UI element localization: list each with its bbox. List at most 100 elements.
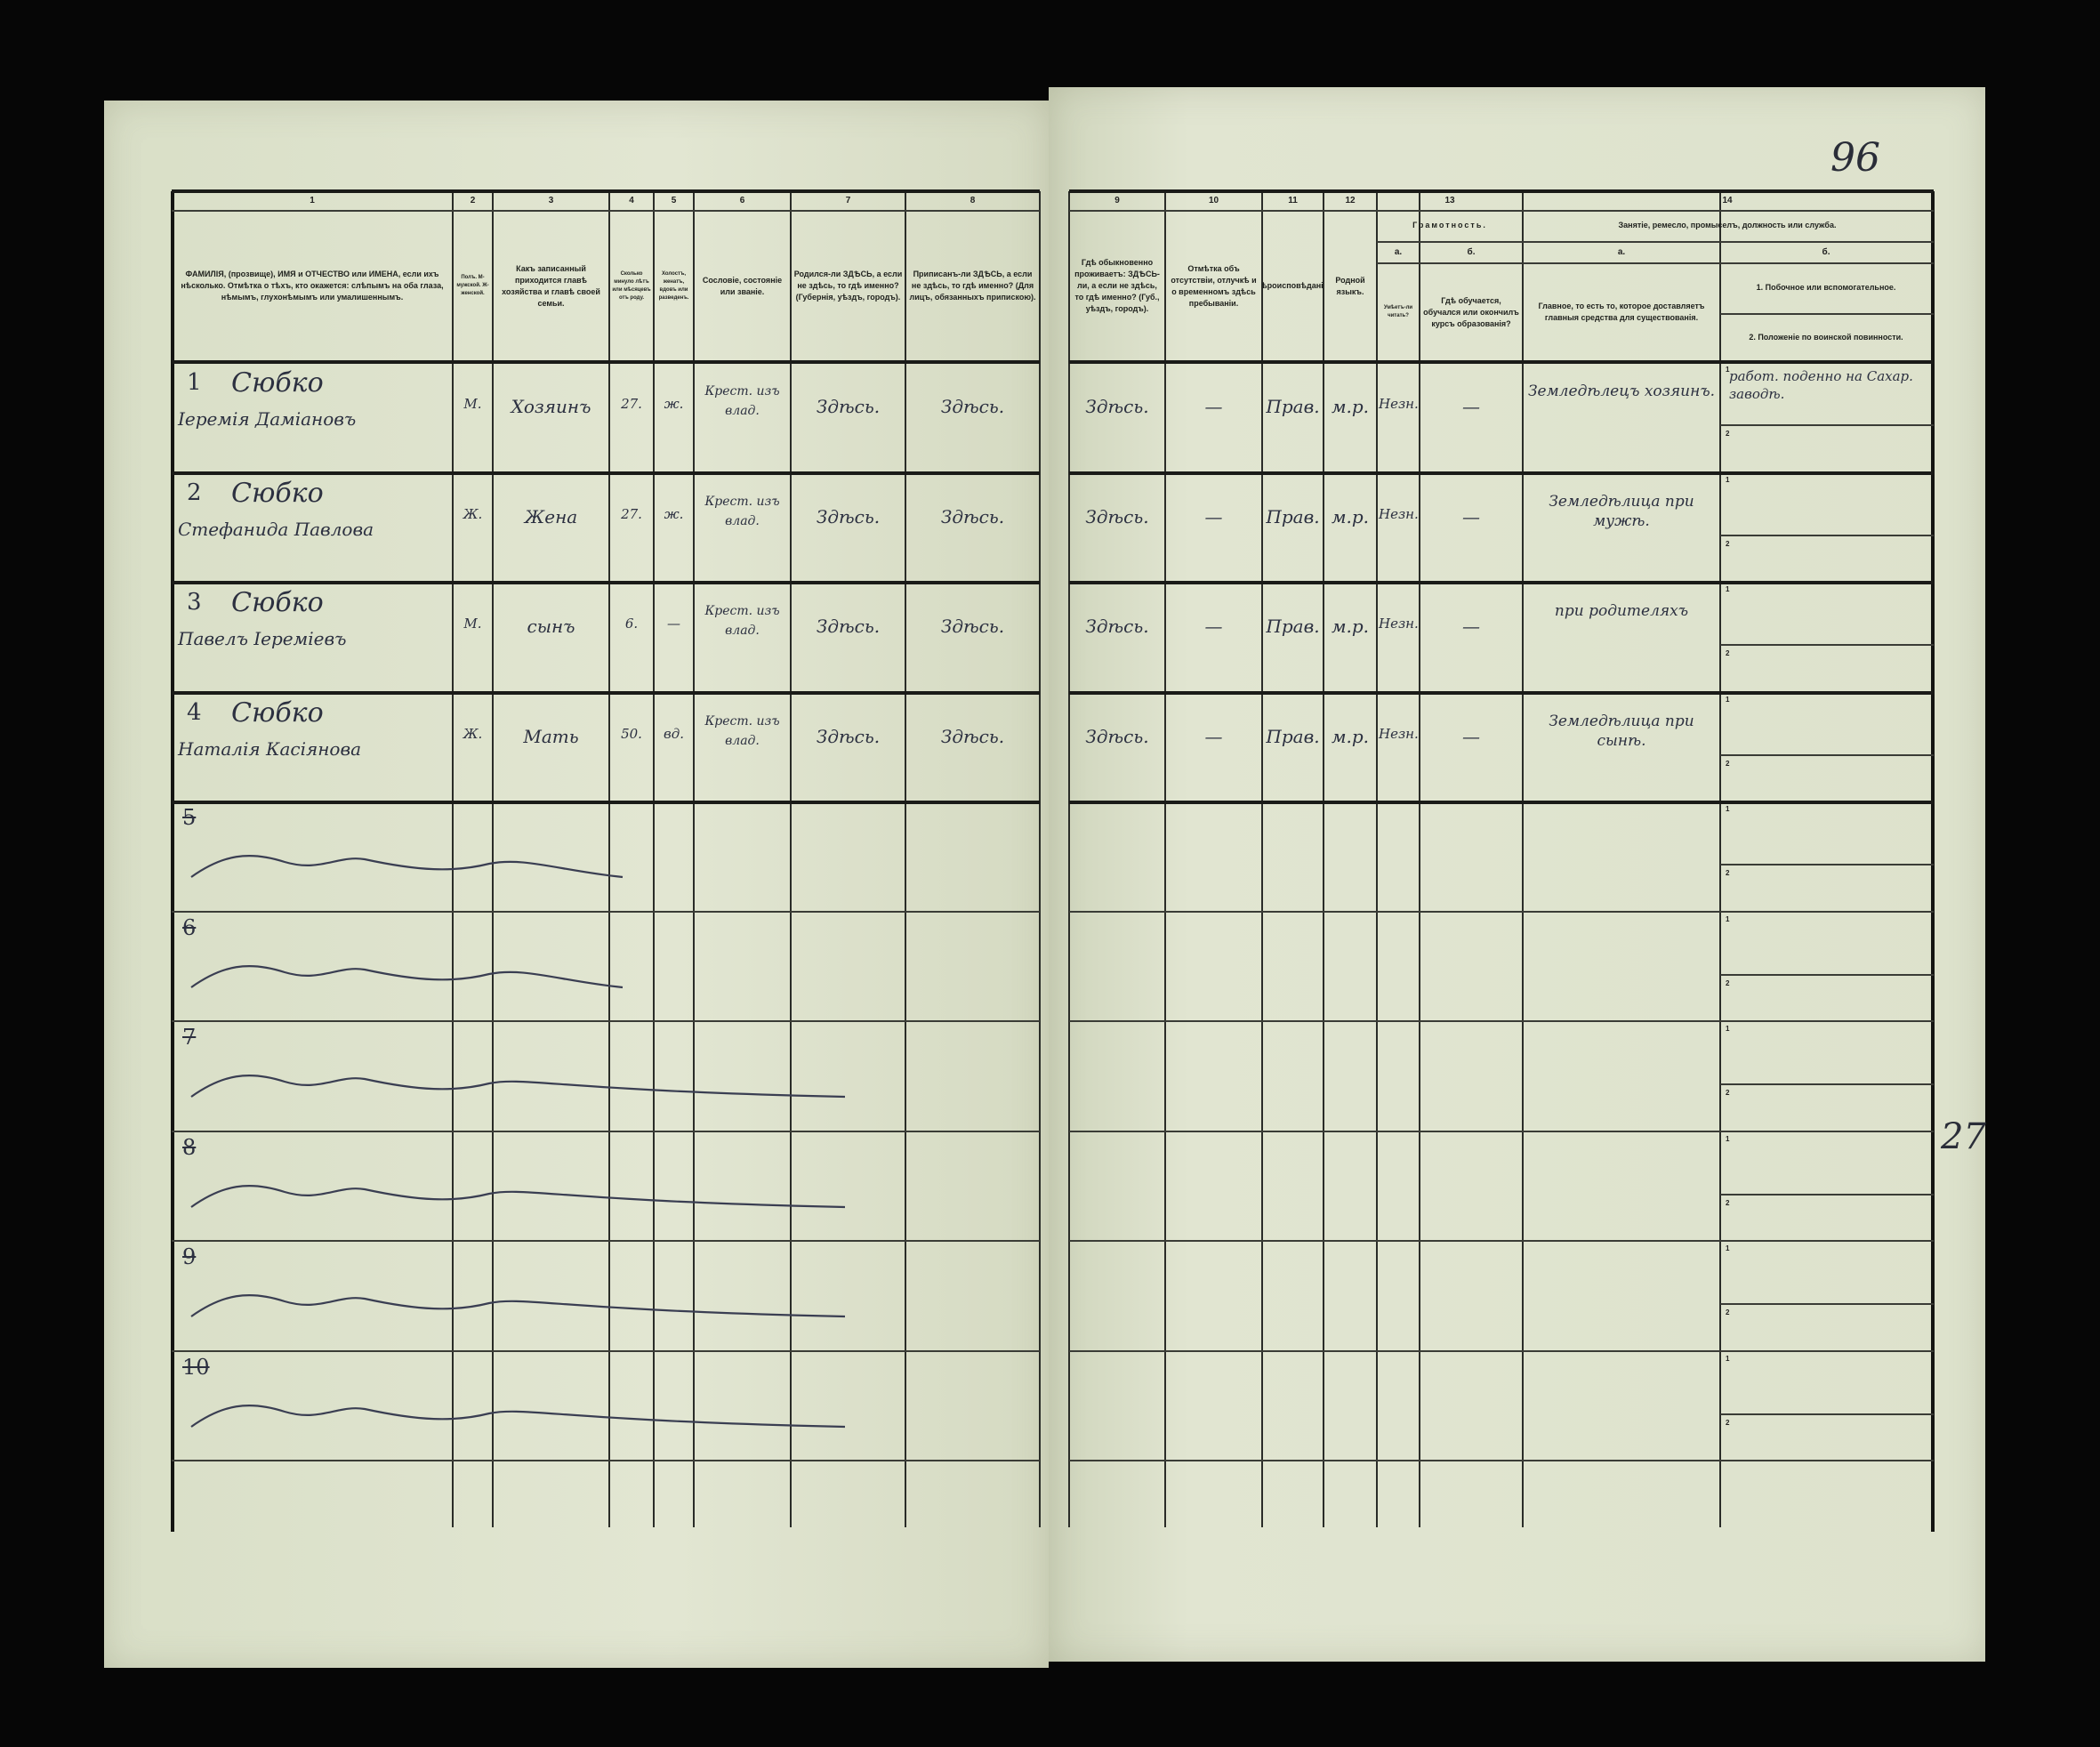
sub-label-2: 2 <box>1726 1198 1730 1207</box>
cell-residence: Здѣсь. <box>1085 725 1149 747</box>
row-rule <box>172 1460 1040 1461</box>
cancel-stroke <box>190 1293 846 1318</box>
occupation-main-header: Главное, то есть то, которое доставляетъ… <box>1538 302 1705 322</box>
military-status-header: 2. Положеніе по воинской повинности. <box>1749 333 1903 342</box>
cell-language: м.р. <box>1331 396 1370 417</box>
column-rule <box>693 191 695 1527</box>
cell-absence: — <box>1204 505 1223 527</box>
cell-education: — <box>1462 396 1480 417</box>
cell-registered: Здѣсь. <box>940 505 1005 527</box>
sub-label-1: 1 <box>1726 475 1730 484</box>
cell-occupation: Земледѣлица при сынѣ. <box>1549 712 1694 750</box>
column-rule <box>171 191 174 1532</box>
row-rule <box>1069 1240 1934 1242</box>
given-name: Стефанида Павлова <box>178 518 374 540</box>
cell-relation: Хозяинъ <box>511 396 591 417</box>
side-military-divider <box>1720 973 1934 976</box>
column-rule <box>905 191 906 1527</box>
cell-residence: Здѣсь. <box>1085 396 1149 417</box>
sub-label-2: 2 <box>1726 1089 1730 1098</box>
cell-registered: Здѣсь. <box>940 725 1005 747</box>
sub-label-2: 2 <box>1726 1418 1730 1427</box>
row-rule <box>172 1020 1040 1022</box>
cell-sex: М. <box>463 616 482 632</box>
given-name: Іеремія Даміановъ <box>178 408 357 430</box>
sub-label-1: 1 <box>1726 1134 1730 1143</box>
empty-row-number: 8 <box>182 1134 197 1160</box>
cell-age: 27. <box>621 396 642 412</box>
row-rule <box>1069 910 1934 913</box>
literacy-title: Грамотность. <box>1412 221 1487 229</box>
cell-education: — <box>1462 616 1480 637</box>
cell-literate: Незн. <box>1379 725 1419 742</box>
wavy-line <box>190 1184 846 1208</box>
row-rule <box>1069 801 1934 804</box>
page-number: 96 <box>1830 135 1880 181</box>
cell-language: м.р. <box>1331 616 1370 637</box>
row-number: 4 <box>187 698 202 726</box>
cell-sex: Ж. <box>463 505 483 522</box>
surname: Сюбко <box>231 587 324 618</box>
cell-absence: — <box>1204 396 1223 417</box>
header-number-rule <box>172 210 1040 212</box>
cell-occupation: Земледѣлица при мужѣ. <box>1549 492 1694 530</box>
cell-marital: ж. <box>664 505 684 522</box>
column-rule <box>1719 191 1721 1527</box>
empty-row-number: 5 <box>182 805 197 830</box>
column-number-c1: 1 <box>310 196 315 205</box>
column-rule <box>1164 191 1166 1527</box>
column-header-c9: Гдѣ обыкновенно проживаетъ: ЗДѢСЬ-ли, а … <box>1074 258 1160 313</box>
row-rule <box>172 581 1040 584</box>
side-military-divider <box>1720 864 1934 866</box>
side-military-divider <box>1720 1083 1934 1086</box>
cell-relation: Жена <box>524 505 578 527</box>
column-header-c2: Полъ. М-мужской. Ж-женской. <box>456 275 489 296</box>
column-number-c12: 12 <box>1345 196 1356 205</box>
occupation-a-letter: а. <box>1617 246 1626 257</box>
side-military-divider <box>1720 424 1934 427</box>
column-header-c4: Сколько минуло лѣтъ или мѣсяцевъ отъ род… <box>612 270 651 301</box>
cell-marital: ж. <box>664 396 684 412</box>
row-number: 3 <box>187 589 202 616</box>
sub-label-1: 1 <box>1726 1025 1730 1033</box>
literacy-a-letter: а. <box>1394 246 1403 257</box>
row-rule <box>1069 581 1934 584</box>
cell-religion: Прав. <box>1266 505 1320 527</box>
empty-row-number: 9 <box>182 1244 197 1269</box>
column-header-c11: Вѣроисповѣданіе. <box>1262 281 1324 290</box>
sub-label-1: 1 <box>1726 914 1730 923</box>
side-military-divider <box>1720 644 1934 647</box>
empty-row-number: 10 <box>182 1354 210 1380</box>
column-header-c8: Приписанъ-ли ЗДѢСЬ, а если не здѣсь, то … <box>909 270 1036 302</box>
cell-age: 50. <box>621 725 642 742</box>
sub-label-1: 1 <box>1726 1354 1730 1363</box>
cell-born: Здѣсь. <box>816 396 881 417</box>
column-rule <box>608 191 610 1527</box>
cell-education: — <box>1462 505 1480 527</box>
row-rule <box>1069 471 1934 475</box>
cell-born: Здѣсь. <box>816 725 881 747</box>
cell-literate: Незн. <box>1379 505 1419 522</box>
cell-literate: Незн. <box>1379 616 1419 632</box>
sub-header-rule <box>1720 313 1934 315</box>
column-rule <box>492 191 494 1527</box>
column-header-c10: Отмѣтка объ отсутствіи, отлучкѣ и о врем… <box>1171 263 1257 308</box>
wavy-line <box>190 964 624 988</box>
cell-side-occupation: работ. поденно на Сахар. заводѣ. <box>1729 368 1913 402</box>
cell-occupation: при родителяхъ <box>1554 602 1689 620</box>
cell-estate: Крест. изъ влад. <box>704 384 780 418</box>
row-number: 2 <box>187 479 202 506</box>
surname: Сюбко <box>231 477 324 509</box>
column-rule <box>452 191 454 1527</box>
given-name: Павелъ Іереміевъ <box>178 628 347 649</box>
column-rule <box>1261 191 1263 1527</box>
column-rule <box>790 191 792 1527</box>
cell-relation: сынъ <box>527 616 575 637</box>
sub-label-2: 2 <box>1726 759 1730 768</box>
column-rule <box>1931 191 1935 1532</box>
row-rule <box>1069 1020 1934 1022</box>
row-rule <box>172 801 1040 804</box>
occupation-title: Занятіе, ремесло, промыселъ, должность и… <box>1618 221 1837 229</box>
cancel-stroke <box>190 1074 846 1099</box>
row-rule <box>172 690 1040 695</box>
